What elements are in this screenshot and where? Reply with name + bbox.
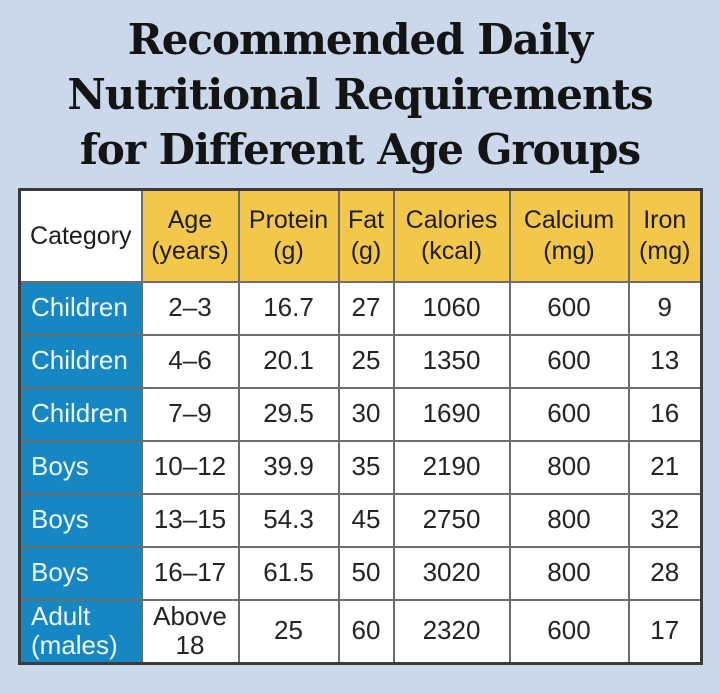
calcium-value-cell: 800 — [508, 439, 630, 495]
table-row: Children 2–3 16.7 27 1060 600 9 — [18, 280, 703, 336]
column-header-category: Category — [18, 188, 143, 283]
calories-value-cell: 2190 — [392, 439, 511, 495]
title-line-2: Nutritional Requirements — [67, 70, 653, 120]
protein-value-cell: 39.9 — [237, 439, 340, 495]
calories-value-cell: 2320 — [392, 598, 511, 665]
iron-value-cell: 9 — [627, 280, 703, 336]
calcium-value-cell: 800 — [508, 492, 630, 548]
column-header-fat: Fat (g) — [337, 188, 395, 283]
infographic-page: Recommended Daily Nutritional Requiremen… — [0, 12, 720, 694]
column-header-calcium: Calcium (mg) — [508, 188, 630, 283]
age-value-cell: 10–12 — [140, 439, 240, 495]
age-value-cell: 16–17 — [140, 545, 240, 601]
protein-value-cell: 16.7 — [237, 280, 340, 336]
title-line-1: Recommended Daily — [127, 15, 593, 64]
table-row: Boys 16–17 61.5 50 3020 800 28 — [18, 545, 703, 601]
row-category-cell: Boys — [18, 439, 143, 495]
column-header-protein: Protein (g) — [237, 188, 340, 283]
column-header-age: Age (years) — [140, 188, 240, 283]
column-header-label: Calories — [405, 206, 498, 235]
row-category-cell: Children — [18, 333, 143, 389]
row-category-cell: Boys — [18, 545, 143, 601]
iron-value-cell: 16 — [627, 386, 703, 442]
iron-value-cell: 21 — [627, 439, 703, 495]
column-header-iron: Iron (mg) — [627, 188, 703, 283]
row-category-cell: Children — [18, 386, 143, 442]
row-category-cell: Boys — [18, 492, 143, 548]
row-category-cell: Children — [18, 280, 143, 336]
column-header-unit: (years) — [151, 236, 229, 265]
column-header-unit: (mg) — [543, 236, 595, 265]
column-header-label: Age — [167, 206, 213, 235]
iron-value-cell: 17 — [627, 598, 703, 665]
header-row: Category Age (years) Protein (g) Fat (g)… — [18, 188, 703, 283]
column-header-label: Category — [30, 221, 132, 250]
calories-value-cell: 1060 — [392, 280, 511, 336]
age-value-cell: 13–15 — [140, 492, 240, 548]
calcium-value-cell: 600 — [508, 386, 630, 442]
calories-value-cell: 1690 — [392, 386, 511, 442]
calcium-value-cell: 800 — [508, 545, 630, 601]
age-value-cell: Above 18 — [140, 598, 240, 665]
fat-value-cell: 35 — [337, 439, 395, 495]
row-category-cell: Adult (males) — [18, 598, 143, 665]
iron-value-cell: 28 — [627, 545, 703, 601]
iron-value-cell: 13 — [627, 333, 703, 389]
fat-value-cell: 27 — [337, 280, 395, 336]
table-row: Boys 10–12 39.9 35 2190 800 21 — [18, 439, 703, 495]
fat-value-cell: 25 — [337, 333, 395, 389]
column-header-unit: (g) — [350, 236, 382, 265]
table-row: Children 7–9 29.5 30 1690 600 16 — [18, 386, 703, 442]
title-line-3: for Different Age Groups — [79, 125, 641, 175]
calories-value-cell: 1350 — [392, 333, 511, 389]
column-header-unit: (g) — [273, 236, 304, 265]
age-value-cell: 4–6 — [140, 333, 240, 389]
column-header-label: Fat — [347, 206, 385, 235]
table-row: Boys 13–15 54.3 45 2750 800 32 — [18, 492, 703, 548]
age-value-cell: 2–3 — [140, 280, 240, 336]
fat-value-cell: 45 — [337, 492, 395, 548]
calcium-value-cell: 600 — [508, 333, 630, 389]
calories-value-cell: 2750 — [392, 492, 511, 548]
column-header-label: Iron — [643, 206, 687, 235]
column-header-label: Calcium — [523, 206, 615, 235]
column-header-label: Protein — [248, 206, 329, 235]
fat-value-cell: 50 — [337, 545, 395, 601]
nutrition-table: Category Age (years) Protein (g) Fat (g)… — [18, 188, 703, 666]
iron-value-cell: 32 — [627, 492, 703, 548]
age-value-cell: 7–9 — [140, 386, 240, 442]
calories-value-cell: 3020 — [392, 545, 511, 601]
fat-value-cell: 60 — [337, 598, 395, 665]
protein-value-cell: 25 — [237, 598, 340, 665]
protein-value-cell: 29.5 — [237, 386, 340, 442]
protein-value-cell: 61.5 — [237, 545, 340, 601]
calcium-value-cell: 600 — [508, 280, 630, 336]
column-header-unit: (mg) — [639, 236, 691, 265]
column-header-calories: Calories (kcal) — [392, 188, 511, 283]
page-title: Recommended Daily Nutritional Requiremen… — [8, 12, 712, 177]
protein-value-cell: 20.1 — [237, 333, 340, 389]
column-header-unit: (kcal) — [420, 236, 483, 265]
table-row: Adult (males) Above 18 25 60 2320 600 17 — [18, 598, 703, 665]
calcium-value-cell: 600 — [508, 598, 630, 665]
table-row: Children 4–6 20.1 25 1350 600 13 — [18, 333, 703, 389]
fat-value-cell: 30 — [337, 386, 395, 442]
protein-value-cell: 54.3 — [237, 492, 340, 548]
